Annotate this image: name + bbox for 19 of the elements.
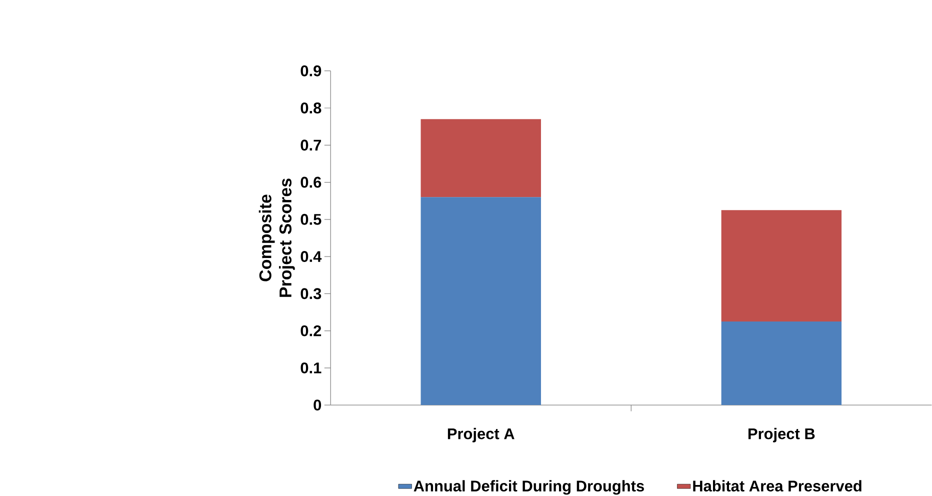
y-tick-label: 0.8 xyxy=(300,102,322,114)
y-tick-label: 0.2 xyxy=(300,326,322,336)
legend-label: Habitat Area Preserved xyxy=(693,480,862,492)
x-tick-label: Project B xyxy=(748,428,815,443)
y-tick-label: 0.1 xyxy=(300,362,322,374)
bar xyxy=(721,322,842,406)
y-tick-label: 0.9 xyxy=(300,66,322,77)
y-axis-title: Composite Project Scores xyxy=(258,178,295,298)
y-tick-label: 0.7 xyxy=(300,140,321,151)
x-tick-label: Project A xyxy=(448,428,514,443)
y-tick-label: 0 xyxy=(314,400,322,411)
bar xyxy=(420,197,541,406)
y-tick-label: 0.6 xyxy=(300,176,322,188)
y-tick-label: 0.3 xyxy=(300,288,322,300)
bar xyxy=(721,210,842,322)
y-tick-label: 0.5 xyxy=(300,214,322,226)
bar xyxy=(420,119,541,198)
legend-label: Annual Deficit During Droughts xyxy=(414,480,644,495)
y-tick-label: 0.4 xyxy=(300,251,322,262)
